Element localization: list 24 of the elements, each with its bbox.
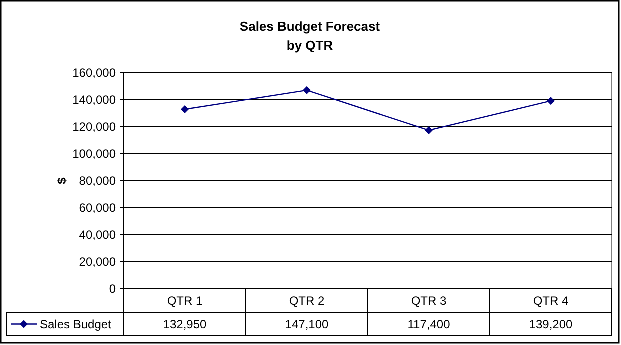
data-label: 139,200: [529, 318, 574, 332]
x-tick-label: QTR 4: [533, 294, 569, 308]
y-tick-label: 60,000: [79, 201, 116, 215]
y-tick-label: 40,000: [79, 228, 116, 242]
y-tick-label: 0: [109, 282, 116, 296]
y-tick-label: 20,000: [79, 255, 116, 269]
x-tick-label: QTR 3: [411, 294, 447, 308]
x-tick-label: QTR 2: [289, 294, 325, 308]
point: [425, 126, 433, 135]
x-tick-label: QTR 1: [167, 294, 203, 308]
data-label: 117,400: [408, 318, 451, 332]
chart-title: Sales Budget Forecast by QTR: [240, 19, 381, 53]
y-tick-label: 160,000: [72, 66, 116, 80]
point: [547, 97, 555, 106]
y-tick-label: 120,000: [72, 120, 116, 134]
y-axis-title: $: [55, 177, 69, 184]
y-tick-label: 80,000: [79, 174, 116, 188]
legend-label: Sales Budget: [40, 318, 112, 332]
point: [303, 86, 311, 94]
point: [181, 106, 189, 114]
y-tick-label: 100,000: [72, 147, 116, 161]
y-tick-label: 140,000: [72, 93, 116, 107]
data-label: 132,950: [163, 318, 208, 332]
data-label: 147,100: [285, 318, 330, 332]
